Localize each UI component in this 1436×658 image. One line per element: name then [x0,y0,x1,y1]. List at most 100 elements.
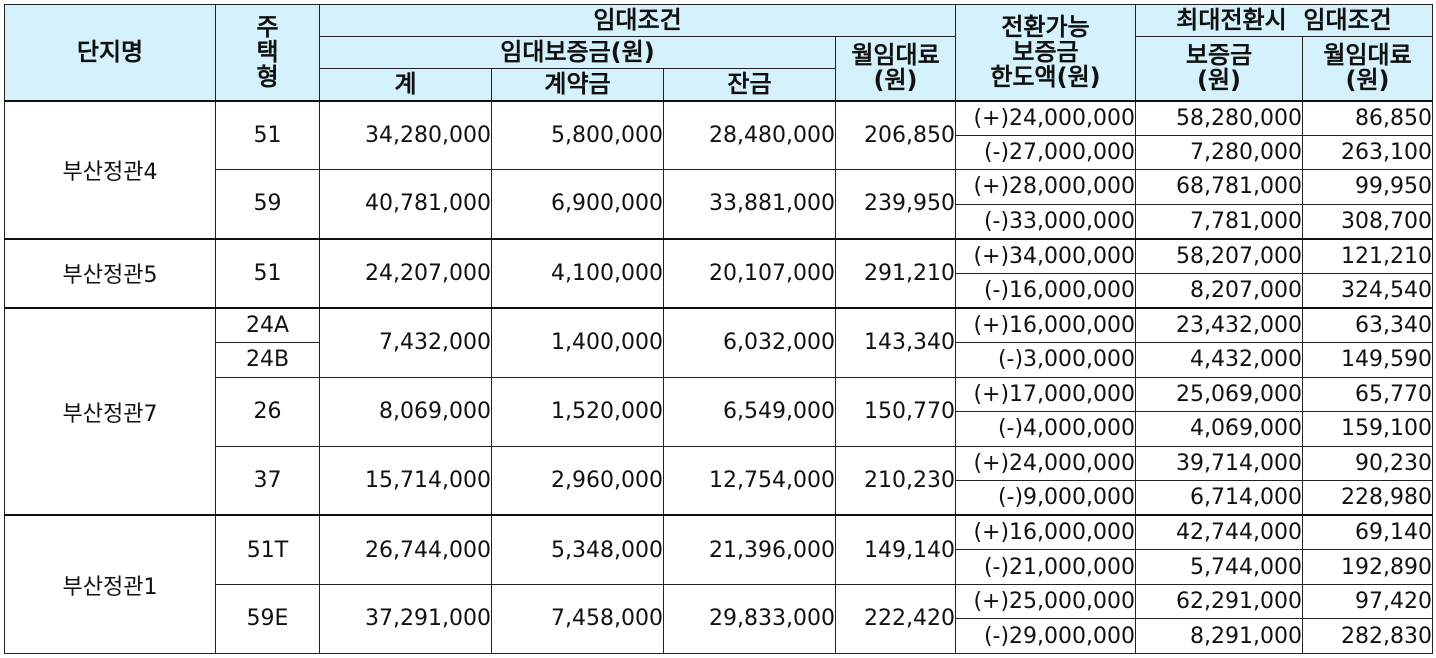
deposit-balance-cell: 6,032,000 [663,306,836,378]
deposit-balance-cell: 21,396,000 [663,514,836,585]
max-deposit-cell: 58,280,000 [1135,99,1304,136]
header-convertible-limit: 전환가능 보증금 한도액(원) [955,4,1137,101]
housing-type-cell: 24B [215,341,320,378]
convertible-limit-cell: (-)21,000,000 [955,549,1137,585]
max-rent-cell: 121,210 [1302,237,1434,274]
housing-type-cell: 51T [215,514,320,585]
header-max-deposit-line: (원) [1197,66,1242,95]
deposit-balance-cell: 20,107,000 [663,237,836,309]
max-deposit-cell: 7,280,000 [1135,134,1304,171]
max-rent-cell: 228,980 [1302,480,1434,516]
convertible-limit-cell: (+)34,000,000 [955,237,1137,274]
max-rent-cell: 324,540 [1302,272,1434,309]
header-convertible-line: 한도액(원) [990,62,1101,91]
convertible-limit-cell: (+)16,000,000 [955,514,1137,551]
max-rent-cell: 263,100 [1302,134,1434,171]
table-row: 59E 37,291,000 7,458,000 29,833,000 222,… [5,583,1434,655]
max-rent-cell: 99,950 [1302,169,1434,205]
deposit-total-cell: 37,291,000 [319,583,492,655]
max-rent-cell: 69,140 [1302,514,1434,551]
convertible-limit-cell: (-)27,000,000 [955,134,1137,171]
deposit-total-cell: 15,714,000 [319,445,492,516]
header-deposit-contract: 계약금 [491,68,664,101]
max-deposit-cell: 8,291,000 [1135,618,1304,654]
max-rent-cell: 282,830 [1302,618,1434,654]
max-rent-cell: 65,770 [1302,376,1434,413]
table-row: 37 15,714,000 2,960,000 12,754,000 210,2… [5,445,1434,516]
housing-type-cell: 24A [215,306,320,343]
convertible-limit-cell: (-)9,000,000 [955,480,1137,516]
deposit-total-cell: 34,280,000 [319,99,492,171]
deposit-contract-cell: 7,458,000 [491,583,664,655]
max-deposit-cell: 68,781,000 [1135,169,1304,205]
deposit-contract-cell: 5,800,000 [491,99,664,171]
complex-name-cell: 부산정관4 [4,99,216,240]
deposit-contract-cell: 5,348,000 [491,514,664,585]
max-rent-cell: 159,100 [1302,411,1434,447]
table-row: 부산정관7 24A 7,432,000 1,400,000 6,032,000 … [4,306,1434,516]
table-row: (-)21,000,000 5,744,000 192,890 [5,549,1434,585]
deposit-total-cell: 24,207,000 [319,237,492,309]
convertible-limit-cell: (+)17,000,000 [955,376,1137,413]
housing-type-cell: 59E [215,583,320,655]
max-deposit-cell: 25,069,000 [1135,376,1304,413]
table-row: (-)4,000,000 4,069,000 159,100 [5,411,1434,447]
max-rent-cell: 308,700 [1302,203,1434,240]
convertible-limit-cell: (-)4,000,000 [955,411,1137,447]
header-complex-name: 단지명 [4,4,216,101]
monthly-rent-cell: 239,950 [834,169,957,240]
max-deposit-cell: 39,714,000 [1135,445,1304,482]
header-deposit-balance: 잔금 [663,68,836,101]
complex-name-cell: 부산정관5 [4,237,216,309]
convertible-limit-cell: (-)16,000,000 [955,272,1137,309]
table-body: 부산정관4 51 34,280,000 5,800,000 28,480,000… [4,99,1434,655]
monthly-rent-cell: 149,140 [834,514,957,585]
table-row: 26 8,069,000 1,520,000 6,549,000 150,770… [5,376,1434,447]
header-housing-type-char: 택 [256,37,279,66]
max-deposit-cell: 7,781,000 [1135,203,1304,240]
header-deposit-total: 계 [319,68,492,101]
max-rent-cell: 86,850 [1302,99,1434,136]
deposit-contract-cell: 2,960,000 [491,445,664,516]
deposit-balance-cell: 33,881,000 [663,169,836,240]
header-max-deposit: 보증금 (원) [1135,36,1304,101]
monthly-rent-cell: 222,420 [834,583,957,655]
table-header: 단지명 주 택 형 임대조건 전환가능 보증금 한도액(원) 최대전환시 임대조… [4,4,1434,101]
header-rent-terms: 임대조건 [318,4,957,37]
convertible-limit-cell: (+)25,000,000 [955,583,1137,620]
deposit-contract-cell: 4,100,000 [491,237,664,309]
max-deposit-cell: 4,432,000 [1135,341,1304,378]
header-convertible-line: 전환가능 [1001,12,1090,41]
deposit-balance-cell: 28,480,000 [663,99,836,171]
housing-type-cell: 51 [215,237,320,309]
table-row: 부산정관1 51T 26,744,000 5,348,000 21,396,00… [4,514,1434,655]
convertible-limit-cell: (-)3,000,000 [955,341,1137,378]
table-row: (-)27,000,000 7,280,000 263,100 [5,134,1434,171]
rent-conditions-table: 단지명 주 택 형 임대조건 전환가능 보증금 한도액(원) 최대전환시 임대조… [4,4,1434,655]
deposit-contract-cell: 1,520,000 [491,376,664,447]
header-monthly-rent-line: 월임대료 [851,41,940,70]
max-rent-cell: 149,590 [1302,341,1434,378]
monthly-rent-cell: 150,770 [834,376,957,447]
header-deposit: 임대보증금(원) [319,36,836,69]
deposit-total-cell: 8,069,000 [319,376,492,447]
monthly-rent-cell: 210,230 [834,445,957,516]
deposit-total-cell: 7,432,000 [319,306,492,378]
header-convertible-line: 보증금 [1012,37,1079,66]
max-deposit-cell: 4,069,000 [1135,411,1304,447]
table-row: 부산정관5 51 24,207,000 4,100,000 20,107,000… [4,237,1434,309]
max-deposit-cell: 62,291,000 [1135,583,1304,620]
convertible-limit-cell: (+)24,000,000 [955,99,1137,136]
max-rent-cell: 97,420 [1302,583,1434,620]
convertible-limit-cell: (+)16,000,000 [955,306,1137,343]
complex-name-cell: 부산정관7 [4,306,216,516]
max-deposit-cell: 42,744,000 [1135,514,1304,551]
max-deposit-cell: 58,207,000 [1135,237,1304,274]
header-monthly-rent-line: (원) [873,66,918,95]
header-monthly-rent: 월임대료 (원) [834,36,957,101]
deposit-total-cell: 26,744,000 [319,514,492,585]
monthly-rent-cell: 143,340 [834,306,957,378]
table-row: (-)29,000,000 8,291,000 282,830 [5,618,1434,654]
monthly-rent-cell: 291,210 [834,237,957,309]
convertible-limit-cell: (-)29,000,000 [955,618,1137,654]
